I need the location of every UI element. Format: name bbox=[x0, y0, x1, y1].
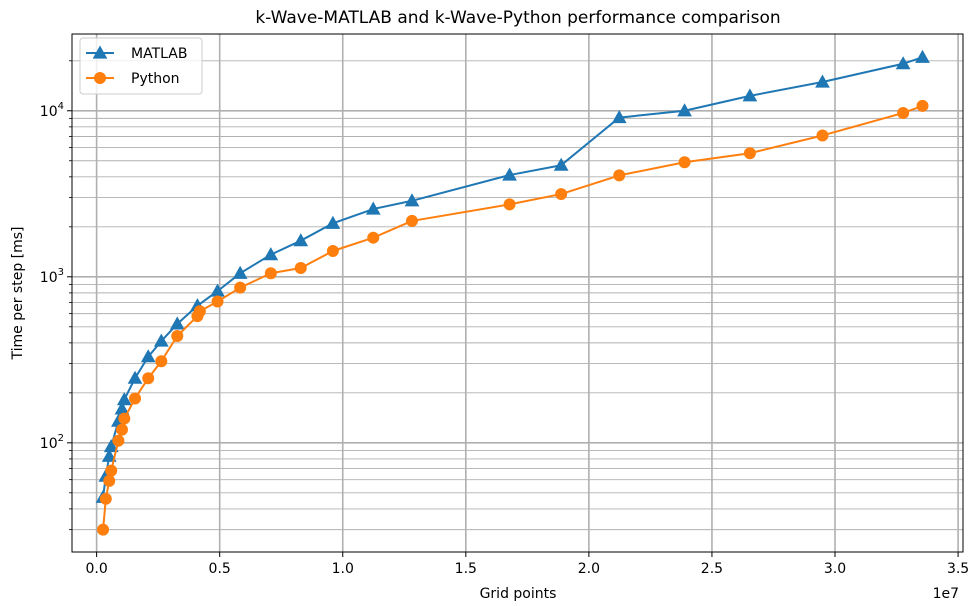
matlab-point bbox=[365, 201, 381, 215]
python-point bbox=[367, 231, 380, 244]
python-point bbox=[405, 214, 418, 227]
python-point bbox=[503, 198, 516, 211]
python-point bbox=[916, 99, 929, 112]
x-tick-label: 3.0 bbox=[824, 561, 846, 577]
matlab-point bbox=[116, 392, 132, 406]
matlab-point bbox=[553, 157, 569, 171]
python-point bbox=[816, 129, 829, 142]
grid bbox=[72, 34, 963, 552]
matlab-point bbox=[263, 247, 279, 261]
matlab-point bbox=[895, 56, 911, 70]
matlab-point bbox=[153, 333, 169, 347]
python-point bbox=[193, 305, 206, 318]
matlab-point bbox=[103, 439, 119, 453]
matlab-point bbox=[325, 215, 341, 229]
x-tick-label: 2.5 bbox=[701, 561, 723, 577]
matlab-point bbox=[815, 74, 830, 88]
python-point bbox=[105, 464, 118, 477]
python-point bbox=[234, 281, 247, 294]
x-tick-label: 0.0 bbox=[85, 561, 107, 577]
x-tick-label: 1.5 bbox=[455, 561, 477, 577]
python-point bbox=[211, 295, 224, 308]
matlab-point bbox=[915, 49, 930, 63]
y-tick-label: 102 bbox=[40, 433, 64, 452]
y-tick-label: 103 bbox=[40, 267, 64, 286]
x-tick-label: 0.5 bbox=[209, 561, 231, 577]
python-point bbox=[897, 106, 910, 119]
python-point bbox=[294, 261, 307, 274]
python-point bbox=[171, 329, 184, 342]
python-point bbox=[103, 474, 116, 487]
matlab-point bbox=[127, 370, 143, 384]
matlab-point bbox=[293, 233, 309, 247]
x-axis-label: Grid points bbox=[480, 586, 557, 602]
matlab-point bbox=[742, 88, 758, 102]
python-point bbox=[613, 169, 626, 182]
legend-matlab-marker bbox=[92, 45, 108, 59]
python-point bbox=[99, 492, 112, 505]
series-layer bbox=[95, 49, 930, 536]
matlab-point bbox=[502, 167, 517, 181]
x-tick-label: 3.5 bbox=[947, 561, 969, 577]
python-point bbox=[264, 267, 277, 280]
python-point bbox=[678, 156, 691, 169]
legend: MATLAB Python bbox=[79, 37, 203, 95]
legend-python-marker bbox=[94, 72, 106, 84]
python-point bbox=[326, 245, 339, 258]
python-series bbox=[97, 99, 929, 536]
matlab-point bbox=[404, 193, 420, 207]
python-point bbox=[155, 355, 168, 368]
matlab-point bbox=[611, 110, 627, 124]
chart-title: k-Wave-MATLAB and k-Wave-Python performa… bbox=[255, 8, 780, 28]
matlab-point bbox=[169, 316, 185, 330]
python-point bbox=[743, 147, 756, 160]
x-axis-offset-label: 1e7 bbox=[933, 586, 959, 602]
x-axis: 0.0 0.5 1.0 1.5 2.0 2.5 3.0 3.5 bbox=[85, 552, 969, 577]
y-axis-label: Time per step [ms] bbox=[10, 226, 26, 360]
python-point bbox=[97, 523, 110, 536]
python-point bbox=[555, 188, 568, 201]
y-tick-label: 104 bbox=[40, 101, 64, 120]
matlab-point bbox=[140, 349, 156, 363]
matlab-point bbox=[101, 448, 117, 462]
python-point bbox=[142, 372, 155, 385]
x-tick-label: 2.0 bbox=[578, 561, 600, 577]
y-axis: 102 103 104 bbox=[40, 60, 72, 531]
legend-matlab-label: MATLAB bbox=[131, 46, 187, 62]
x-tick-label: 1.0 bbox=[332, 561, 354, 577]
matlab-point bbox=[677, 103, 692, 117]
matlab-point bbox=[232, 265, 248, 279]
legend-python-label: Python bbox=[131, 71, 180, 87]
python-point bbox=[118, 412, 131, 425]
python-point bbox=[115, 423, 128, 436]
python-point bbox=[112, 434, 125, 447]
python-point bbox=[129, 392, 142, 405]
